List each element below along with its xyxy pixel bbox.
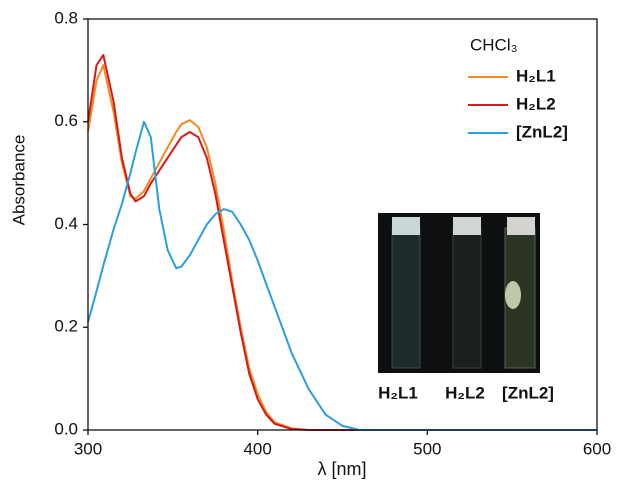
- x-tick-label: 600: [583, 439, 611, 458]
- series-line: [87, 54, 597, 431]
- inset-photo: [378, 213, 540, 373]
- x-tick-label: 300: [74, 439, 102, 458]
- plot-frame: [87, 18, 598, 431]
- x-tick-label: 500: [413, 439, 441, 458]
- y-tick-label: 0.2: [54, 317, 78, 336]
- y-tick-label: 0.8: [54, 8, 78, 27]
- y-tick-label: 0.4: [54, 214, 78, 233]
- x-axis-label: λ [nm]: [317, 459, 366, 479]
- inset-label: H₂L2: [445, 383, 485, 402]
- x-tick-label: 400: [243, 439, 271, 458]
- inset-label: H₂L1: [378, 383, 418, 402]
- legend-label: H₂L1: [516, 66, 556, 85]
- legend-title: CHCl₃: [470, 35, 518, 54]
- y-tick-label: 0.6: [54, 111, 78, 130]
- y-axis-label: Absorbance: [9, 135, 28, 226]
- inset-label: [ZnL2]: [502, 383, 554, 402]
- y-tick-label: 0.0: [54, 419, 78, 438]
- series-line: [87, 120, 597, 431]
- legend-label: [ZnL2]: [516, 122, 568, 141]
- legend-label: H₂L2: [516, 94, 556, 113]
